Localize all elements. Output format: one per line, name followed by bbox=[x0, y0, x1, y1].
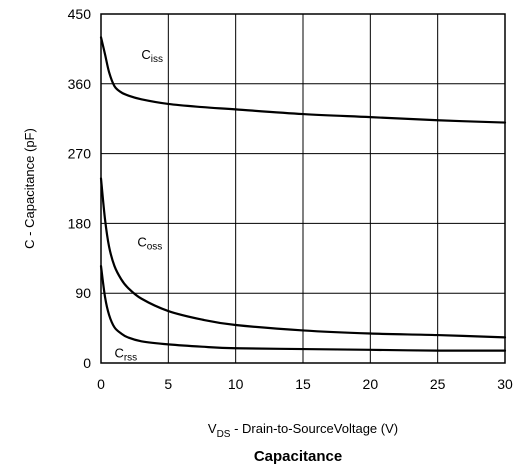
series-line-coss bbox=[99, 177, 507, 339]
y-tick-label: 0 bbox=[83, 355, 91, 371]
y-axis-label: C - Capacitance (pF) bbox=[22, 128, 37, 249]
series-label-crss: Crss bbox=[114, 346, 137, 364]
x-axis-label: VDS - Drain-to-SourceVoltage (V) bbox=[208, 421, 398, 440]
x-tick-label: 5 bbox=[164, 376, 172, 392]
y-tick-label: 180 bbox=[68, 215, 92, 231]
x-tick-label: 25 bbox=[430, 376, 446, 392]
tick-labels: 0 5 10 15 20 25 30 0 90 180 270 360 450 bbox=[68, 6, 513, 392]
y-tick-label: 450 bbox=[68, 6, 92, 22]
series-lines bbox=[99, 36, 507, 352]
y-tick-label: 270 bbox=[68, 146, 92, 162]
x-tick-label: 20 bbox=[363, 376, 379, 392]
series-label-ciss: Ciss bbox=[141, 47, 163, 65]
series-label-coss: Coss bbox=[137, 235, 162, 253]
x-tick-label: 30 bbox=[497, 376, 513, 392]
x-tick-label: 0 bbox=[97, 376, 105, 392]
y-tick-label: 360 bbox=[68, 76, 92, 92]
y-tick-label: 90 bbox=[75, 285, 91, 301]
x-tick-label: 10 bbox=[228, 376, 244, 392]
chart-title: Capacitance bbox=[254, 448, 342, 465]
series-labels: Ciss Coss Crss bbox=[114, 47, 163, 364]
series-line-crss bbox=[99, 264, 507, 352]
series-line-ciss bbox=[99, 36, 507, 124]
grid-lines bbox=[101, 14, 505, 363]
x-tick-label: 15 bbox=[295, 376, 311, 392]
